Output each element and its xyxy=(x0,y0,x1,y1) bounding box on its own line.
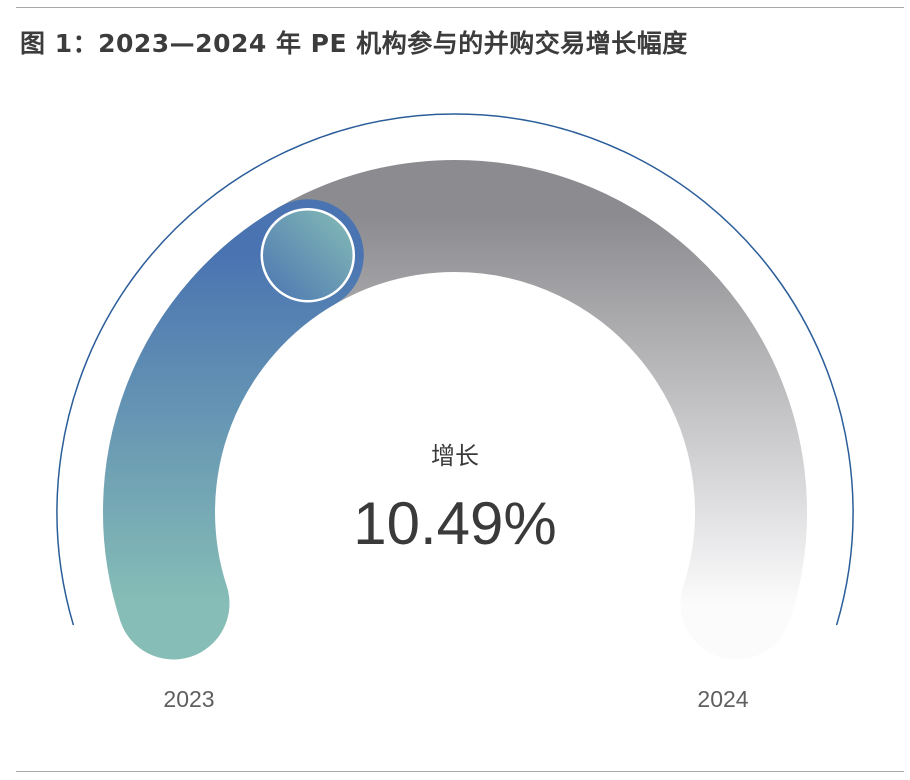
bottom-rule xyxy=(16,771,904,772)
gauge-progress-arc xyxy=(103,199,364,660)
gauge-indicator-knob xyxy=(260,207,356,303)
start-year-label: 2023 xyxy=(163,686,214,712)
end-year-label: 2024 xyxy=(697,686,748,712)
center-label: 增长 xyxy=(431,442,479,470)
chart-title: 图 1：2023—2024 年 PE 机构参与的并购交易增长幅度 xyxy=(20,29,688,58)
value-label: 10.49% xyxy=(353,490,557,557)
top-rule xyxy=(16,7,904,8)
outer-ring-arc xyxy=(56,113,854,626)
